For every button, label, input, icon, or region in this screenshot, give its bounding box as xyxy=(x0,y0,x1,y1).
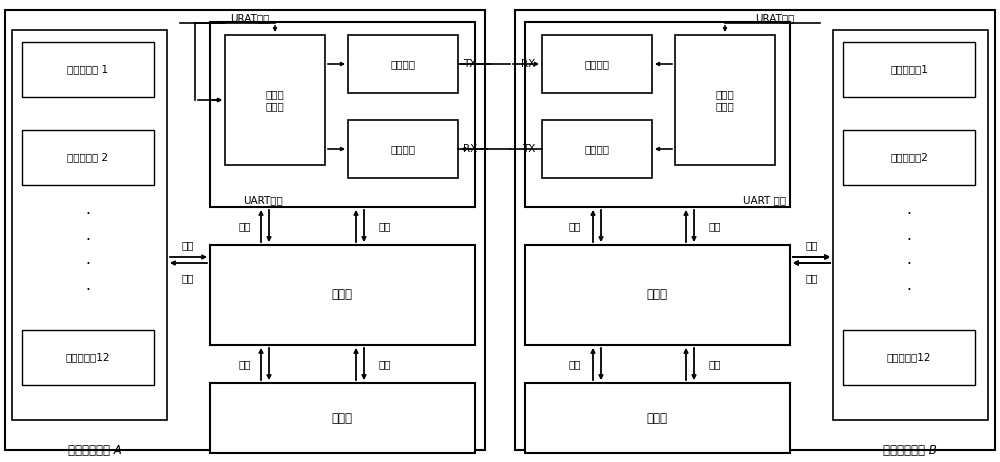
Bar xyxy=(675,35,775,165)
Text: RX: RX xyxy=(521,59,535,69)
Text: 控制: 控制 xyxy=(709,359,721,369)
Text: 通道相关器 1: 通道相关器 1 xyxy=(67,64,109,74)
Bar xyxy=(843,330,975,385)
Text: 控制: 控制 xyxy=(182,273,194,283)
Text: RX: RX xyxy=(463,144,477,154)
Bar xyxy=(348,120,458,178)
Bar xyxy=(833,30,988,420)
Text: ·: · xyxy=(907,232,911,248)
Text: 波特率
控制器: 波特率 控制器 xyxy=(716,89,734,111)
Text: 数据: 数据 xyxy=(806,240,818,250)
Bar xyxy=(348,35,458,93)
Bar xyxy=(525,383,790,453)
Bar xyxy=(22,130,154,185)
Bar xyxy=(515,10,995,450)
Text: 通道相关器1: 通道相关器1 xyxy=(890,64,928,74)
Text: 控制: 控制 xyxy=(806,273,818,283)
Text: 信号捕获系统 A: 信号捕获系统 A xyxy=(68,444,122,456)
Text: ·: · xyxy=(907,257,911,273)
Bar xyxy=(12,30,167,420)
Text: 发送通道: 发送通道 xyxy=(390,59,416,69)
Bar xyxy=(525,245,790,345)
Text: 数据: 数据 xyxy=(182,240,194,250)
Bar xyxy=(542,35,652,93)
Bar xyxy=(22,330,154,385)
Text: ·: · xyxy=(907,282,911,298)
Text: 数据: 数据 xyxy=(239,221,251,231)
Text: 数据: 数据 xyxy=(569,359,581,369)
Text: 处理器: 处理器 xyxy=(332,288,352,302)
Text: 存储器: 存储器 xyxy=(332,412,352,425)
Text: TX: TX xyxy=(463,59,476,69)
Text: ·: · xyxy=(86,232,90,248)
Text: 发送通道: 发送通道 xyxy=(584,144,610,154)
Bar xyxy=(210,383,475,453)
Text: 控制: 控制 xyxy=(379,359,391,369)
Text: UART 模块: UART 模块 xyxy=(743,195,786,205)
Text: UART模块: UART模块 xyxy=(243,195,283,205)
Text: 接收通道: 接收通道 xyxy=(584,59,610,69)
Text: 处理器: 处理器 xyxy=(646,288,668,302)
Text: 信号捕获系统 B: 信号捕获系统 B xyxy=(883,444,937,456)
Text: 数据: 数据 xyxy=(239,359,251,369)
Bar xyxy=(225,35,325,165)
Bar xyxy=(525,22,790,207)
Bar xyxy=(843,130,975,185)
Text: URAT时钟: URAT时钟 xyxy=(755,13,794,23)
Text: 数据: 数据 xyxy=(569,221,581,231)
Text: 通道相关器12: 通道相关器12 xyxy=(887,352,931,362)
Text: 接收通道: 接收通道 xyxy=(390,144,416,154)
Text: 控制: 控制 xyxy=(379,221,391,231)
Text: 通道相关器 2: 通道相关器 2 xyxy=(67,152,109,162)
Text: ·: · xyxy=(86,257,90,273)
Text: ·: · xyxy=(86,207,90,223)
Text: 波特率
控制器: 波特率 控制器 xyxy=(266,89,284,111)
Bar xyxy=(210,22,475,207)
Text: 通道相关器12: 通道相关器12 xyxy=(66,352,110,362)
Text: ·: · xyxy=(86,282,90,298)
Text: URAT时钟: URAT时钟 xyxy=(230,13,269,23)
Bar xyxy=(542,120,652,178)
Text: ·: · xyxy=(907,207,911,223)
Bar xyxy=(5,10,485,450)
Text: 通道相关器2: 通道相关器2 xyxy=(890,152,928,162)
Text: 存储器: 存储器 xyxy=(646,412,668,425)
Text: TX: TX xyxy=(522,144,535,154)
Bar xyxy=(22,42,154,97)
Text: 控制: 控制 xyxy=(709,221,721,231)
Bar xyxy=(210,245,475,345)
Bar xyxy=(843,42,975,97)
